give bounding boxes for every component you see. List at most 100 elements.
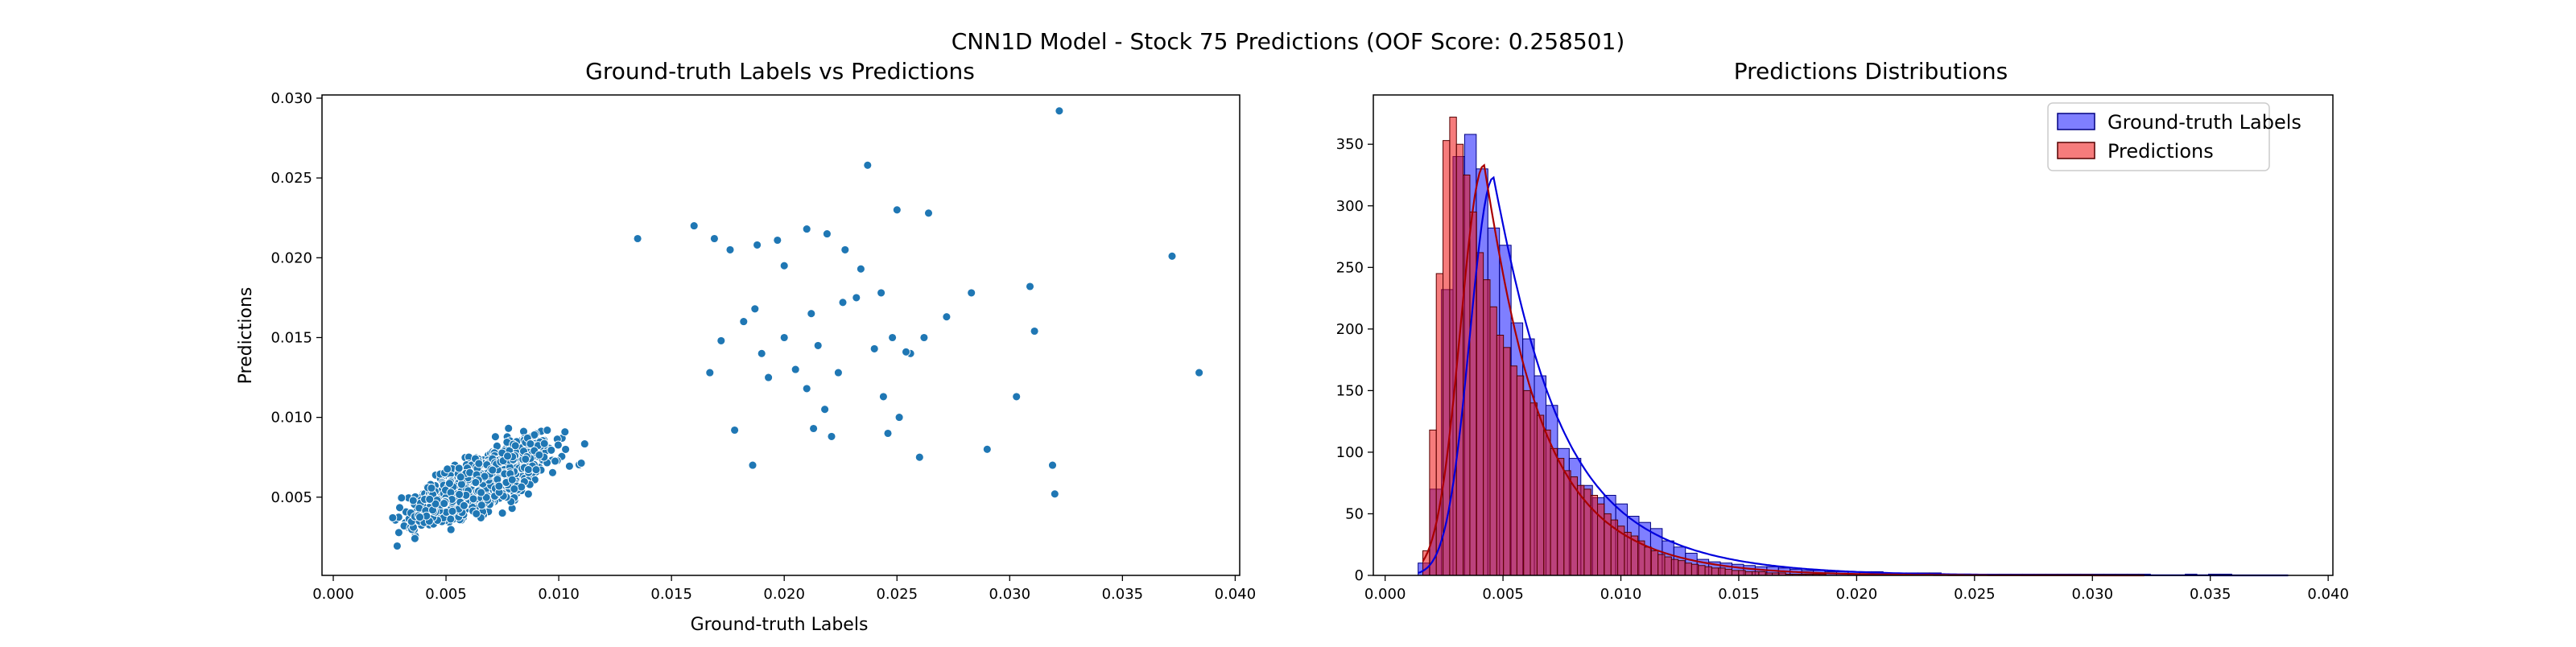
scatter-y-tick-label: 0.005 (270, 489, 312, 506)
scatter-x-tick-label: 0.025 (876, 586, 918, 603)
scatter-point (510, 484, 519, 494)
scatter-point (474, 459, 484, 468)
scatter-point (1048, 460, 1057, 470)
histogram-bar-predictions (1509, 365, 1517, 576)
histogram-bar-predictions (1704, 566, 1712, 576)
scatter-point (504, 423, 514, 433)
scatter-point (456, 472, 465, 482)
histogram-bar-predictions (1711, 567, 1719, 576)
scatter-point (425, 494, 435, 504)
scatter-point (689, 221, 699, 231)
scatter-x-tick-label: 0.030 (989, 586, 1031, 603)
histogram-x-tick-label: 0.005 (1482, 586, 1524, 603)
scatter-point (539, 439, 549, 448)
scatter-point (1030, 327, 1039, 336)
scatter-point (820, 405, 830, 414)
scatter-point (523, 489, 533, 499)
scatter-point (883, 429, 893, 438)
scatter-point (551, 456, 560, 466)
histogram-x-tick-label: 0.035 (2190, 586, 2231, 603)
scatter-point (833, 368, 843, 377)
figure-suptitle: CNN1D Model - Stock 75 Predictions (OOF … (952, 28, 1625, 55)
scatter-point (440, 499, 449, 509)
scatter-point (750, 304, 760, 314)
histogram-x-tick-label: 0.020 (1836, 586, 1878, 603)
histogram-bar-predictions (1570, 476, 1578, 576)
scatter-point (779, 261, 789, 270)
histogram-bar-predictions (1650, 550, 1659, 576)
scatter-point (388, 513, 398, 522)
scatter-point (892, 205, 902, 215)
histogram-bar-predictions (1449, 117, 1457, 576)
histogram-y-tick-label: 250 (1336, 259, 1364, 276)
histogram-bar-predictions (1644, 546, 1652, 576)
scatter-point (856, 264, 865, 274)
scatter-point (472, 509, 481, 518)
scatter-point (878, 392, 888, 402)
histogram-y-tick-label: 0 (1355, 567, 1364, 584)
scatter-point (477, 501, 486, 510)
scatter-point (427, 484, 436, 492)
scatter-points (388, 106, 1204, 550)
histogram-axes-frame (1373, 94, 2334, 576)
histogram-bar-predictions (1523, 389, 1531, 576)
histogram-x-axis: 0.000 0.005 0.010 0.015 0.020 0.025 0.030 0.035… (1364, 575, 2349, 603)
histogram-y-tick-label: 100 (1336, 444, 1364, 461)
scatter-point (410, 534, 419, 543)
scatter-y-axis: 0.005 0.010 0.015 0.020 0.025 0.030 (270, 90, 322, 506)
scatter-point (446, 514, 456, 524)
scatter-point (392, 542, 402, 550)
histogram-bar-predictions (1483, 279, 1491, 576)
scatter-point (1050, 489, 1059, 499)
histogram-bar-predictions (1543, 429, 1551, 576)
scatter-x-axis: 0.000 0.005 0.010 0.015 0.020 0.025 0.030 0.035… (312, 575, 1256, 603)
histogram-x-tick-label: 0.015 (1718, 586, 1760, 603)
scatter-point (481, 492, 491, 502)
scatter-point (716, 336, 726, 345)
scatter-point (802, 384, 811, 394)
legend-swatch-predictions (2057, 142, 2095, 159)
scatter-point (561, 444, 571, 454)
histogram-y-axis: 0 50 100 150 200 250 300 350 (1336, 136, 1373, 584)
histogram-x-tick-label: 0.010 (1600, 586, 1642, 603)
histogram-bar-predictions (1718, 567, 1726, 576)
scatter-point (446, 525, 456, 534)
scatter-point (709, 234, 719, 243)
scatter-point (535, 450, 544, 459)
scatter-point (526, 439, 535, 448)
histogram-bar-predictions (1496, 335, 1505, 576)
scatter-point (725, 245, 735, 254)
scatter-x-tick-label: 0.020 (763, 586, 805, 603)
scatter-point (397, 493, 407, 503)
scatter-point (507, 475, 517, 484)
scatter-point (494, 481, 504, 491)
scatter-point (838, 298, 848, 307)
scatter-point (779, 333, 789, 342)
scatter-point (510, 441, 520, 451)
scatter-point (576, 459, 586, 468)
scatter-point (1012, 392, 1022, 402)
scatter-point (523, 465, 533, 474)
histogram-bar-predictions (1738, 570, 1746, 576)
scatter-point (547, 445, 556, 455)
scatter-point (455, 489, 464, 499)
legend-swatch-ground-truth (2057, 113, 2095, 130)
histogram-bar-predictions (1550, 447, 1558, 576)
scatter-point (543, 426, 552, 435)
legend-label-ground-truth: Ground-truth Labels (2107, 111, 2301, 134)
histogram-bar-predictions (1678, 560, 1686, 576)
histogram-bar-predictions (1469, 211, 1477, 576)
histogram-bar-predictions (1503, 347, 1511, 576)
scatter-point (488, 465, 497, 475)
histogram-bar-predictions (1698, 565, 1706, 576)
scatter-y-tick-label: 0.020 (270, 249, 312, 266)
histogram-y-tick-label: 350 (1336, 136, 1364, 153)
scatter-point (942, 312, 952, 322)
scatter-point (902, 347, 910, 356)
scatter-point (705, 368, 715, 377)
scatter-point (521, 455, 530, 464)
scatter-point (1195, 368, 1204, 377)
histogram-bar-predictions (1429, 429, 1437, 576)
histogram-bar-predictions (1489, 306, 1497, 576)
scatter-point (919, 333, 929, 342)
